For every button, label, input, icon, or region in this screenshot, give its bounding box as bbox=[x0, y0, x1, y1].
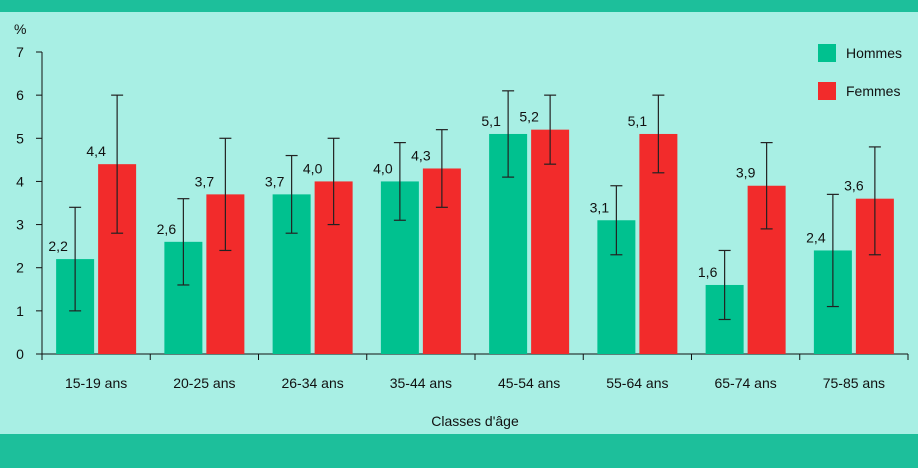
x-tick-label: 75-85 ans bbox=[823, 375, 885, 391]
x-tick-label: 35-44 ans bbox=[390, 375, 452, 391]
top-banner-strip bbox=[0, 0, 918, 12]
data-label: 2,2 bbox=[48, 238, 68, 254]
y-tick-label: 1 bbox=[16, 303, 24, 319]
data-label: 3,6 bbox=[844, 178, 864, 194]
data-label: 5,1 bbox=[481, 113, 501, 129]
data-label: 3,7 bbox=[195, 173, 215, 189]
data-label: 2,6 bbox=[157, 221, 177, 237]
legend-swatch-hommes bbox=[818, 44, 836, 62]
data-label: 4,0 bbox=[373, 160, 393, 176]
data-label: 5,2 bbox=[519, 109, 539, 125]
data-label: 3,9 bbox=[736, 165, 756, 181]
data-label: 4,0 bbox=[303, 160, 323, 176]
y-tick-label: 3 bbox=[16, 217, 24, 233]
x-tick-label: 55-64 ans bbox=[606, 375, 668, 391]
y-tick-label: 4 bbox=[16, 173, 24, 189]
data-label: 1,6 bbox=[698, 264, 718, 280]
y-axis-label: % bbox=[14, 21, 26, 37]
x-tick-label: 15-19 ans bbox=[65, 375, 127, 391]
y-tick-label: 5 bbox=[16, 130, 24, 146]
y-tick-label: 2 bbox=[16, 260, 24, 276]
data-label: 3,1 bbox=[590, 199, 610, 215]
y-tick-label: 6 bbox=[16, 87, 24, 103]
y-tick-label: 0 bbox=[16, 346, 24, 362]
legend-label-femmes: Femmes bbox=[846, 83, 900, 99]
bottom-banner-strip bbox=[0, 434, 918, 468]
bar-femmes bbox=[531, 129, 570, 354]
x-tick-label: 20-25 ans bbox=[173, 375, 235, 391]
x-tick-label: 45-54 ans bbox=[498, 375, 560, 391]
legend-label-hommes: Hommes bbox=[846, 45, 902, 61]
data-label: 4,4 bbox=[86, 143, 106, 159]
x-tick-label: 65-74 ans bbox=[714, 375, 776, 391]
legend-swatch-femmes bbox=[818, 82, 836, 100]
data-label: 2,4 bbox=[806, 229, 826, 245]
y-tick-label: 7 bbox=[16, 44, 24, 60]
x-tick-label: 26-34 ans bbox=[281, 375, 343, 391]
data-label: 3,7 bbox=[265, 173, 285, 189]
bar-chart: 0 1 2 3 4 5 6 7% 15-19 ans 20-25 ans 26-34 ans 35-4… bbox=[14, 21, 909, 429]
data-label: 5,1 bbox=[628, 113, 648, 129]
x-axis-label: Classes d'âge bbox=[431, 413, 519, 429]
data-label: 4,3 bbox=[411, 147, 431, 163]
